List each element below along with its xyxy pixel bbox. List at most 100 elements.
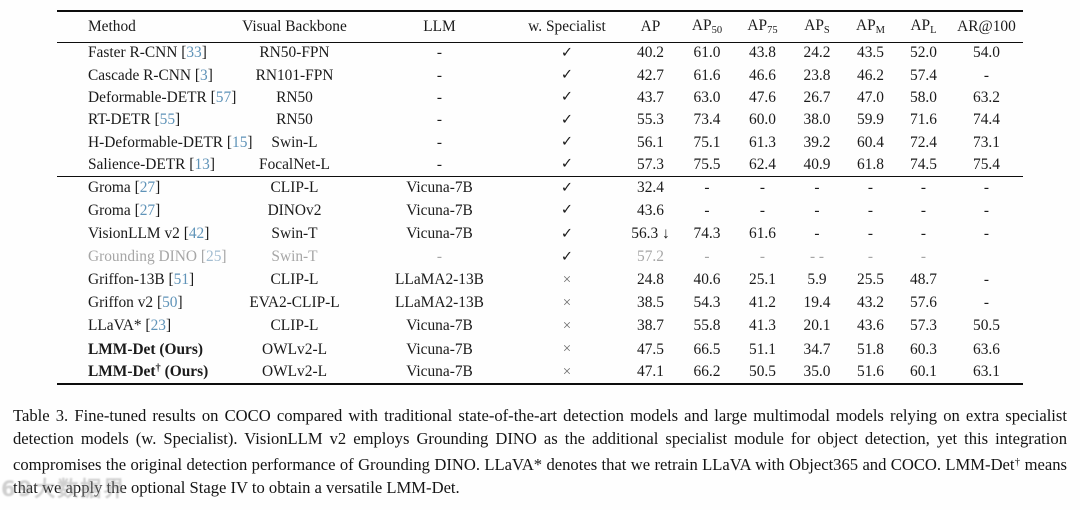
citation-link[interactable]: 51 — [173, 271, 190, 289]
cell-method: Deformable-DETR [57] — [88, 88, 237, 106]
header-subscript: S — [823, 25, 830, 37]
cell-metric-value: 48.7 — [910, 271, 937, 289]
method-name: Griffon v2 — [88, 294, 154, 312]
cell-method: LMM-Det† (Ours) — [57, 361, 222, 384]
cell-metric-value: - — [867, 248, 874, 266]
table-row: LLaVA* [23] CLIP-L Vicuna-7B × 38.7 55.8 41.3 2… — [57, 315, 1023, 338]
cell-metric-value: - — [920, 201, 927, 219]
cell-metric-value: 38.5 — [637, 294, 664, 312]
cell-metric-value: - — [983, 294, 990, 312]
method-name: VisionLLM v2 — [88, 225, 180, 243]
header-subscript: 75 — [767, 25, 778, 37]
table-row: RT-DETR [55] RN50 - ✓ 55.3 73.4 60.0 38.0 59.9 71… — [57, 109, 1023, 131]
cell-metric-value: 61.3 — [749, 133, 776, 151]
cell-metric-value: 60.4 — [857, 133, 884, 151]
cell-metric-value: - — [983, 66, 990, 84]
cell-metric-value: 57.4 — [910, 66, 937, 84]
method-name: Deformable-DETR — [88, 88, 207, 106]
cell-metric-value: 74.3 — [693, 225, 721, 243]
cell-metric-value: 5.9 — [807, 271, 827, 289]
cell-metric-value: 63.2 — [973, 88, 1000, 106]
cell-metric-value: - — [867, 201, 874, 219]
cell-llm: Vicuna-7B — [406, 179, 473, 197]
cell-backbone: FocalNet-L — [259, 155, 330, 173]
cross-icon: × — [562, 294, 572, 311]
results-table-wrap: Method Visual Backbone LLM w. Specialist AP A… — [57, 10, 1023, 386]
cell-metric-value: 43.5 — [857, 44, 884, 62]
citation-link[interactable]: 27 — [139, 179, 156, 197]
col-header-metric-apl: APL — [910, 17, 937, 37]
cell-method: Salience-DETR [13] — [88, 155, 215, 173]
cell-metric-value: 62.4 — [749, 155, 776, 173]
citation-link[interactable]: 33 — [186, 44, 202, 62]
table-row: Deformable-DETR [57] RN50 - ✓ 43.7 63.0 47.6 26… — [57, 87, 1023, 109]
cell-metric-value: 73.4 — [693, 111, 721, 129]
cell-method: LLaVA* [23] — [88, 317, 172, 335]
cell-metric-value: 61.0 — [693, 44, 721, 62]
citation-link[interactable]: 42 — [188, 225, 205, 243]
method-name: RT-DETR — [88, 111, 151, 129]
cell-metric-value: - — [814, 179, 820, 197]
cell-metric-value: 41.3 — [749, 317, 776, 335]
cell-llm: - — [436, 66, 443, 84]
cell-metric-value: 50.5 — [973, 317, 1000, 335]
table-row: Cascade R-CNN [3] RN101-FPN - ✓ 42.7 61.6 46.6… — [57, 64, 1023, 86]
table-row: Salience-DETR [13] FocalNet-L - ✓ 57.3 75.5 62… — [57, 154, 1023, 176]
cell-backbone: OWLv2-L — [262, 363, 327, 381]
cell-metric-value: 51.8 — [857, 340, 884, 358]
checkmark-icon: ✓ — [560, 225, 574, 242]
cell-llm: - — [436, 88, 443, 106]
method-name: LMM-Det — [88, 340, 156, 358]
cell-backbone: RN50 — [276, 88, 313, 106]
citation-link[interactable]: 15 — [232, 133, 248, 151]
method-name: H-Deformable-DETR — [88, 133, 224, 151]
checkmark-icon: ✓ — [560, 89, 574, 106]
cell-metric-value: - — [704, 179, 710, 197]
cell-metric-value: 56.3 ↓ — [631, 225, 670, 243]
cell-metric-value: 46.2 — [857, 66, 884, 84]
cell-metric-value: 26.7 — [803, 88, 831, 106]
cell-method: Griffon-13B [51] — [88, 271, 195, 289]
cell-method: Groma [27] — [88, 201, 161, 219]
cell-llm: - — [436, 44, 443, 62]
citation-link[interactable]: 3 — [200, 66, 208, 84]
cell-metric-value: 43.8 — [749, 44, 776, 62]
cell-metric-value: 57.6 — [910, 294, 937, 312]
cell-metric-value: 47.0 — [857, 88, 884, 106]
cell-metric-value: 20.1 — [803, 317, 831, 335]
method-name: Cascade R-CNN — [88, 66, 192, 84]
col-header-metric-ar@100: AR@100 — [957, 17, 1016, 35]
table-row: Groma [27] DINOv2 Vicuna-7B ✓ 43.6 - - - - - - — [57, 199, 1023, 222]
cell-metric-value: 24.2 — [803, 44, 831, 62]
cell-metric-value: - — [867, 225, 874, 243]
citation-link[interactable]: 27 — [139, 201, 156, 219]
cell-metric-value: 61.6 — [749, 225, 776, 243]
cell-metric-value: - — [983, 179, 990, 197]
citation-link[interactable]: 23 — [150, 317, 166, 335]
method-name: LMM-Det — [88, 363, 156, 381]
method-name: LLaVA* — [88, 317, 142, 335]
cell-metric-value: 34.7 — [803, 340, 831, 358]
cell-metric-value: 51.1 — [749, 340, 776, 358]
cell-metric-value: 55.3 — [637, 111, 664, 129]
cell-metric-value: 74.4 — [973, 111, 1000, 129]
method-name: Salience-DETR — [88, 155, 186, 173]
citation-link[interactable]: 13 — [194, 155, 210, 173]
cell-metric-value: 57.3 — [910, 317, 937, 335]
col-header-specialist: w. Specialist — [528, 17, 606, 35]
cell-backbone: CLIP-L — [270, 179, 319, 197]
citation-link[interactable]: 50 — [162, 294, 178, 312]
citation-link[interactable]: 55 — [159, 111, 176, 129]
citation-link[interactable]: 57 — [215, 88, 232, 106]
cell-metric-value: 35.0 — [803, 363, 831, 381]
checkmark-icon: ✓ — [560, 67, 574, 84]
col-header-metric-ap75: AP75 — [747, 17, 778, 37]
cell-metric-value: 43.7 — [637, 88, 664, 106]
cell-metric-value: 59.9 — [857, 111, 884, 129]
cell-metric-value: - — [704, 201, 710, 219]
citation-link[interactable]: 25 — [206, 248, 222, 266]
cell-metric-value: - — [920, 248, 927, 266]
table-row: Griffon v2 [50] EVA2-CLIP-L LLaMA2-13B × 38.… — [57, 292, 1023, 315]
dagger-superscript: † — [155, 363, 161, 375]
